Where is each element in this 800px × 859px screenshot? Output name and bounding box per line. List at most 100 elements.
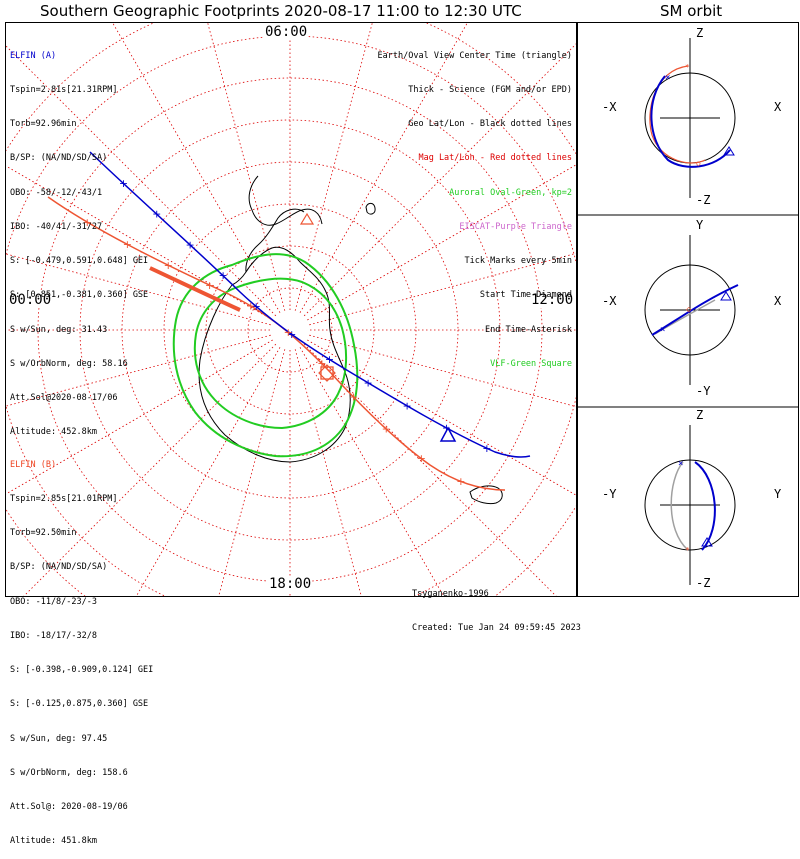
- mag-lon-line: [135, 347, 281, 596]
- elfin-a-orbit-yz: [694, 461, 716, 551]
- svg-text:×: ×: [678, 459, 683, 469]
- yz-label-top: Z: [696, 408, 704, 422]
- tick-mark: +: [349, 390, 358, 403]
- orbit-panels-frame: [577, 22, 799, 597]
- elfin-b-view-center-triangle: [299, 212, 315, 225]
- mag-lon-line: [23, 343, 277, 596]
- tick-mark: +: [442, 422, 451, 435]
- legend-entry: End Time-Asterisk: [485, 324, 572, 335]
- legend-entry: EISCAT-Purple Triangle: [459, 221, 572, 232]
- tick-mark: +: [205, 279, 214, 292]
- legend-entry: Auroral Oval-Green, kp=2: [449, 187, 572, 198]
- yz-label-bottom: -Z: [696, 576, 711, 590]
- mag-lat-circle: [163, 203, 417, 457]
- elfin-a-bsp: B/SP: (NA/ND/SD/SA): [10, 153, 108, 164]
- coastlines: [198, 175, 503, 505]
- island-outline: [365, 202, 376, 215]
- elfin-b-bsp: B/SP: (NA/ND/SD/SA): [10, 562, 108, 573]
- tick-mark: +: [317, 357, 326, 370]
- elfin-a-spin: Tspin=2.81s[21.31RPM]: [10, 85, 118, 96]
- legend-entry: Start Time-Diamond: [479, 290, 572, 301]
- svg-text:*: *: [685, 546, 690, 555]
- elfin-b-sun-angle: S w/Sun, deg: 97.45: [10, 733, 108, 744]
- yz-label-left: -Y: [602, 487, 617, 501]
- footprint-map-frame: [5, 22, 577, 597]
- mag-lon-line: [299, 347, 445, 596]
- elfin-a-attitude-date: Att.Sol@2020-08-17/06: [10, 393, 118, 403]
- svg-text:◇: ◇: [686, 305, 692, 315]
- hour-label-18: 18:00: [268, 576, 313, 592]
- mag-lon-line: [6, 339, 273, 495]
- map-title: Southern Geographic Footprints 2020-08-1…: [40, 2, 522, 20]
- hour-label-06: 06:00: [264, 24, 309, 40]
- svg-text:*: *: [685, 63, 690, 72]
- tick-mark: +: [482, 442, 491, 455]
- mag-lon-line: [309, 334, 576, 408]
- mag-lon-line: [307, 339, 576, 496]
- xz-label-top: Z: [696, 26, 704, 40]
- legend-entry: Tick Marks every 5min: [464, 256, 572, 267]
- tick-mark: +: [246, 299, 255, 312]
- elfin-a-sun-angle: S w/Sun, deg: 31.43: [10, 324, 108, 335]
- created-timestamp: Created: Tue Jan 24 09:59:45 2023: [412, 623, 581, 634]
- orbit-panel-xz: × * ◇: [644, 38, 736, 198]
- tick-mark: +: [83, 216, 92, 229]
- track-markers: [299, 212, 457, 442]
- mag-lat-circle: [79, 119, 501, 541]
- mag-lon-line: [207, 23, 286, 311]
- xz-label-right: X: [774, 100, 782, 114]
- africa-coastline: [469, 485, 503, 505]
- elfin-a-altitude: Altitude: 452.8km: [10, 427, 97, 438]
- south-america-coastline: [248, 175, 323, 226]
- mag-lon-line: [6, 334, 271, 407]
- elfin-a-orbit-xy: [651, 284, 739, 336]
- elfin-b-orbnorm-angle: S w/OrbNorm, deg: 158.6: [10, 767, 128, 778]
- elfin-a-obo: OBO: -58/-12/-43/1: [10, 187, 103, 198]
- antarctica-coastline: [198, 246, 351, 463]
- auroral-oval-outer: [172, 253, 359, 458]
- mag-lon-line: [6, 253, 271, 326]
- elfin-b-ibo: IBO: -18/17/-32/8: [10, 630, 97, 641]
- elfin-a-ibo: IBO: -40/41/-31/27: [10, 221, 103, 232]
- sm-orbit-panels: × * ◇ × ◇ × *: [578, 38, 798, 585]
- elfin-a-header: ELFIN (A): [10, 50, 57, 61]
- xy-label-left: -X: [602, 294, 617, 308]
- tick-mark: +: [152, 208, 161, 221]
- mag-lon-line: [6, 165, 273, 321]
- elfin-a-orbit-period: Torb=92.96min: [10, 119, 77, 130]
- mag-lon-line: [294, 23, 373, 311]
- hour-label-12: 12:00: [530, 292, 575, 308]
- elfin-b-altitude: Altitude: 451.8km: [10, 836, 97, 847]
- xz-label-bottom: -Z: [696, 193, 711, 207]
- mag-lon-line: [303, 343, 557, 596]
- tick-mark: +: [456, 475, 465, 488]
- yz-label-right: Y: [774, 487, 782, 501]
- legend-entry: VLF-Green Square: [490, 358, 572, 369]
- elfin-a-s-gse: S: [0.851,-0.381,0.360] GSE: [10, 290, 149, 301]
- elfin-b-orbit-yz: [670, 461, 689, 551]
- tick-mark: +: [123, 238, 132, 251]
- tick-mark: +: [402, 399, 411, 412]
- xy-label-top: Y: [696, 218, 704, 232]
- legend-entry: Earth/Oval View Center Time (triangle): [377, 50, 572, 61]
- elfin-b-s-gse: S: [-0.125,0.875,0.360] GSE: [10, 699, 149, 710]
- mag-lon-line: [218, 349, 286, 596]
- tick-mark: +: [382, 423, 391, 436]
- elfin-a-orbnorm-angle: S w/OrbNorm, deg: 58.16: [10, 358, 128, 369]
- mag-lon-line: [294, 349, 362, 596]
- elfin-b-header: ELFIN (B): [10, 459, 57, 470]
- elfin-b-orbit-period: Torb=92.50min: [10, 528, 77, 539]
- tick-mark: +: [417, 452, 426, 465]
- orbit-panel-xy: × ◇: [644, 235, 739, 385]
- elfin-b-s-gei: S: [-0.398,-0.909,0.124] GEI: [10, 665, 154, 676]
- svg-text:◇: ◇: [696, 159, 701, 168]
- tick-mark: +: [284, 326, 293, 339]
- tick-mark: +: [325, 353, 334, 366]
- tick-mark: +: [185, 238, 194, 251]
- elfin-a-s-gei: S: [-0.479,0.591,0.648] GEI: [10, 256, 149, 267]
- elfin-b-spin: Tspin=2.85s[21.01RPM]: [10, 494, 118, 505]
- elfin-a-orbit-xz: [650, 75, 731, 168]
- tick-mark: +: [119, 177, 128, 190]
- hour-label-00: 00:00: [8, 292, 53, 308]
- tick-mark: +: [364, 376, 373, 389]
